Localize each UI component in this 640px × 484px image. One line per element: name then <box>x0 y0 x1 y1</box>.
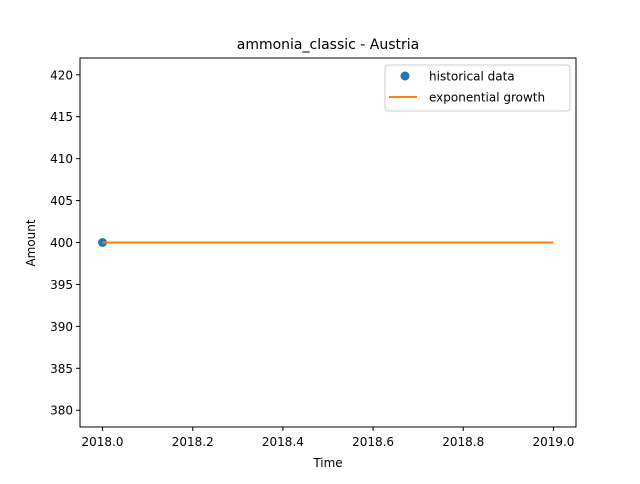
y-tick-label: 415 <box>50 110 73 124</box>
legend: historical data exponential growth <box>384 64 571 112</box>
y-tick-label: 405 <box>50 194 73 208</box>
x-axis-label: Time <box>312 456 342 470</box>
y-tick-label: 400 <box>50 236 73 250</box>
y-axis-ticks: 380 385 390 395 400 405 410 415 420 <box>50 68 80 418</box>
y-tick-label: 385 <box>50 362 73 376</box>
y-tick-label: 380 <box>50 404 73 418</box>
x-tick-label: 2018.2 <box>172 435 214 449</box>
x-tick-label: 2018.8 <box>442 435 484 449</box>
legend-label-exponential-growth: exponential growth <box>429 91 545 105</box>
y-tick-label: 420 <box>50 68 73 82</box>
series-layer <box>98 238 554 247</box>
legend-label-historical-data: historical data <box>429 70 515 84</box>
y-tick-label: 395 <box>50 278 73 292</box>
x-tick-label: 2019.0 <box>532 435 574 449</box>
y-axis-label: Amount <box>24 219 38 266</box>
y-tick-label: 390 <box>50 320 73 334</box>
y-tick-label: 410 <box>50 152 73 166</box>
legend-marker-historical-data <box>400 71 410 81</box>
x-tick-label: 2018.4 <box>262 435 304 449</box>
x-tick-label: 2018.0 <box>82 435 124 449</box>
chart-title: ammonia_classic - Austria <box>237 37 420 53</box>
legend-box <box>384 64 571 112</box>
x-tick-label: 2018.6 <box>352 435 394 449</box>
x-axis-ticks: 2018.0 2018.2 2018.4 2018.6 2018.8 2019.0 <box>82 427 574 449</box>
